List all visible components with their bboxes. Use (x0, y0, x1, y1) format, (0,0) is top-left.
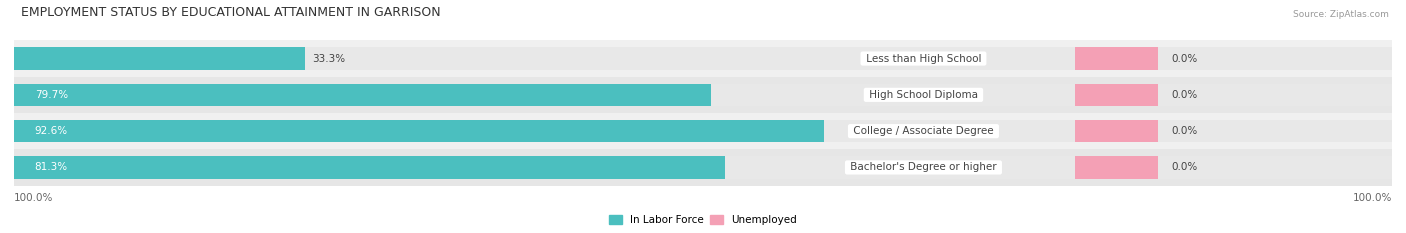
Bar (14, 47, 305, 70)
Bar (14, 77, 1392, 113)
Text: College / Associate Degree: College / Associate Degree (851, 126, 997, 136)
Text: 100.0%: 100.0% (1353, 193, 1392, 203)
Bar (1076, 156, 1157, 179)
Bar (14, 113, 1392, 149)
Bar (14, 156, 725, 179)
Bar (14, 120, 824, 142)
Bar (14, 120, 1392, 142)
Bar (1076, 47, 1157, 70)
Text: EMPLOYMENT STATUS BY EDUCATIONAL ATTAINMENT IN GARRISON: EMPLOYMENT STATUS BY EDUCATIONAL ATTAINM… (21, 6, 440, 19)
Text: 0.0%: 0.0% (1171, 162, 1198, 172)
Text: Bachelor's Degree or higher: Bachelor's Degree or higher (846, 162, 1000, 172)
Text: 79.7%: 79.7% (35, 90, 67, 100)
Text: 81.3%: 81.3% (35, 162, 67, 172)
Text: 0.0%: 0.0% (1171, 90, 1198, 100)
Text: 100.0%: 100.0% (14, 193, 53, 203)
Bar (14, 156, 1392, 179)
Text: High School Diploma: High School Diploma (866, 90, 981, 100)
Bar (14, 40, 1392, 77)
Text: 92.6%: 92.6% (35, 126, 67, 136)
Text: 0.0%: 0.0% (1171, 126, 1198, 136)
Text: 0.0%: 0.0% (1171, 54, 1198, 64)
Bar (14, 84, 1392, 106)
Legend: In Labor Force, Unemployed: In Labor Force, Unemployed (609, 215, 797, 225)
Bar (1076, 120, 1157, 142)
Text: 33.3%: 33.3% (312, 54, 346, 64)
Bar (14, 84, 711, 106)
Bar (1076, 84, 1157, 106)
Text: Less than High School: Less than High School (863, 54, 984, 64)
Text: Source: ZipAtlas.com: Source: ZipAtlas.com (1294, 10, 1389, 19)
Bar (14, 149, 1392, 186)
Bar (14, 47, 1392, 70)
